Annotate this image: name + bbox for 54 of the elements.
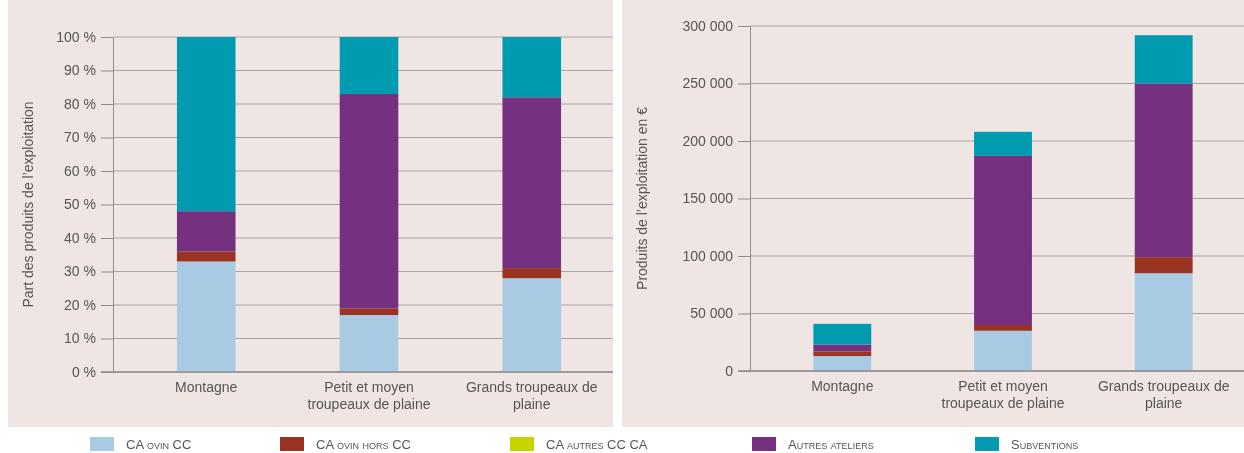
legend-label: Autres ateliers (788, 437, 874, 452)
y-tick-label: 60 % (64, 162, 96, 179)
y-tick-label: 100 % (56, 28, 96, 45)
x-tick-label: Petit et moyen troupeaux de plaine (941, 378, 1065, 411)
y-tick-label: 10 % (64, 330, 96, 347)
bar (176, 211, 236, 252)
legend-label: CA ovin hors CC (316, 437, 411, 452)
y-axis-title: Produits de l’exploitation en € (634, 106, 650, 290)
y-tick-label: 150 000 (682, 190, 734, 207)
bar (176, 251, 236, 262)
y-tick-label: 70 % (64, 129, 96, 146)
bar (974, 325, 1032, 331)
y-tick-label: 300 000 (682, 17, 734, 34)
y-tick-label: 90 % (64, 62, 96, 79)
bar (339, 93, 399, 309)
y-tick-label: 0 % (71, 363, 96, 380)
bar (813, 323, 872, 345)
y-tick-label: 50 % (64, 196, 96, 213)
legend-label: CA autres CC CA (546, 437, 648, 452)
bar (813, 351, 872, 357)
y-tick-label: 40 % (64, 229, 96, 246)
bar (974, 155, 1032, 325)
bar (502, 97, 562, 269)
y-tick-label: 20 % (64, 296, 96, 313)
bar (502, 278, 562, 372)
legend-label: CA ovin CC (126, 437, 192, 452)
x-tick-label: Montagne (175, 379, 238, 395)
x-tick-label: Grands troupeaux de plaine (465, 379, 598, 412)
bar (502, 37, 562, 98)
y-tick-label: 250 000 (682, 75, 734, 92)
bar (502, 268, 562, 279)
bar (1134, 35, 1193, 84)
y-tick-label: 30 % (64, 263, 96, 280)
y-tick-label: 80 % (64, 95, 96, 112)
bar (1134, 83, 1193, 258)
x-tick-label: Petit et moyen troupeaux de plaine (307, 379, 431, 412)
bar (974, 330, 1032, 371)
y-tick-label: 50 000 (690, 305, 734, 322)
x-tick-label: Montagne (811, 378, 874, 394)
bar (176, 37, 236, 212)
bar (339, 308, 399, 316)
y-axis-title: Part des produits de l’exploitation (20, 101, 36, 308)
x-tick-label: Grands troupeaux de plaine (1097, 378, 1230, 411)
legend-label: Subventions (1011, 437, 1079, 452)
y-tick-label: 100 000 (682, 247, 734, 264)
bar (339, 37, 399, 94)
bar (1134, 273, 1193, 371)
bar (813, 356, 872, 371)
bar (1134, 257, 1193, 274)
bar (339, 315, 399, 372)
y-tick-label: 0 (725, 362, 734, 379)
y-tick-label: 200 000 (682, 132, 734, 149)
bar (974, 131, 1032, 156)
bar (176, 261, 236, 372)
